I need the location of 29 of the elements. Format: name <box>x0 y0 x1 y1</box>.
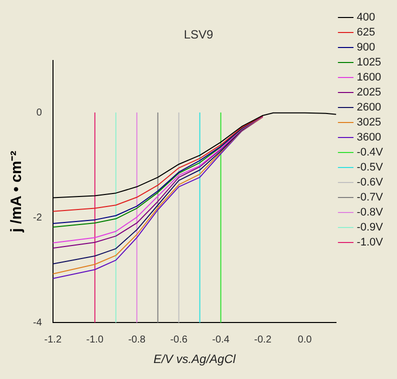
legend-label: -0.7V <box>356 192 384 204</box>
y-tick-label: -2 <box>32 212 42 224</box>
y-tick-label: 0 <box>36 108 42 119</box>
legend-label: -0.6V <box>356 176 384 189</box>
legend-label: 900 <box>356 42 376 54</box>
legend-label: 1025 <box>356 56 382 69</box>
legend-label: 1600 <box>356 72 382 84</box>
legend-label: 625 <box>356 26 376 39</box>
x-tick-label: -1.0 <box>86 334 104 346</box>
x-axis-title: E/V vs.Ag/AgCl <box>154 352 236 366</box>
chart-title: LSV9 <box>184 28 214 42</box>
legend-label: 3600 <box>356 132 382 144</box>
x-tick-label: -0.2 <box>254 334 272 346</box>
legend-label: -0.8V <box>356 206 384 219</box>
legend-label: -0.4V <box>356 146 384 159</box>
x-tick-label: -0.4 <box>212 334 230 346</box>
legend-label: -0.5V <box>356 162 384 174</box>
x-tick-label: -0.8 <box>128 334 146 346</box>
legend-label: 2025 <box>356 86 382 99</box>
legend-label: 2600 <box>356 102 382 114</box>
legend-label: -0.9V <box>356 222 384 234</box>
legend-label: 3025 <box>356 116 382 129</box>
x-tick-label: -1.2 <box>44 334 62 346</box>
x-tick-label: 0.0 <box>298 334 312 346</box>
y-tick-label: -4 <box>32 317 42 328</box>
y-axis-title: j /mA • cm⁻² <box>8 150 26 234</box>
legend-label: 400 <box>356 12 376 24</box>
legend-label: -1.0V <box>356 236 384 249</box>
x-tick-label: -0.6 <box>170 334 188 346</box>
